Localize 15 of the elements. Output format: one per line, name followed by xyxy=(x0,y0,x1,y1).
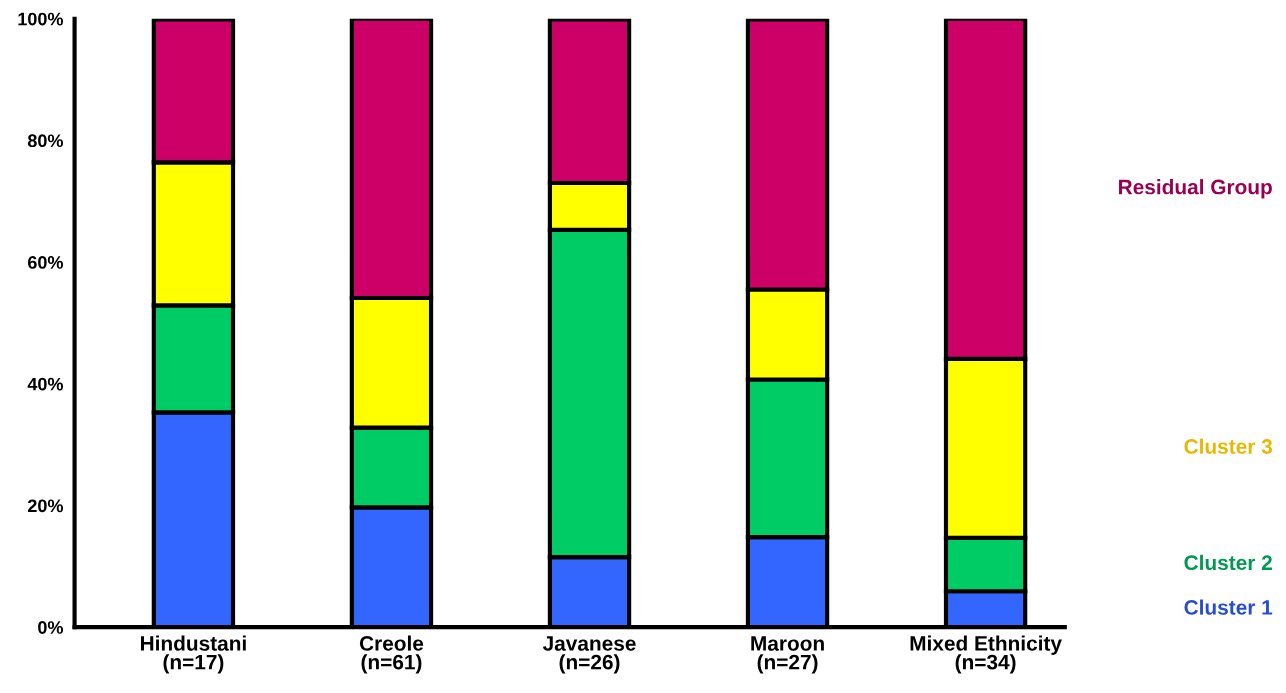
y-tick-label: 60% xyxy=(28,256,63,269)
text: Residual Group xyxy=(1119,179,1272,199)
y-tick-label: 100% xyxy=(18,12,63,26)
x-tick-label: Javanese (n=26) xyxy=(542,636,636,674)
x-tick-label: Maroon (n=27) xyxy=(751,636,824,674)
y-tick-label: 40% xyxy=(27,377,63,391)
x-tick-label: Mixed Ethnicity (n=34) xyxy=(910,635,1062,674)
text: Cluster 2 xyxy=(1184,554,1272,571)
y-tick-label: 80% xyxy=(27,134,63,148)
y-tick-label: 0% xyxy=(38,621,63,634)
text: Cluster 1 xyxy=(1184,599,1273,615)
x-tick-label: Hindustani (n=17) xyxy=(140,635,246,674)
x-tick-label: Creole (n=61) xyxy=(359,635,424,674)
text: Cluster 3 xyxy=(1184,438,1273,454)
y-tick-label: 20% xyxy=(27,499,63,513)
